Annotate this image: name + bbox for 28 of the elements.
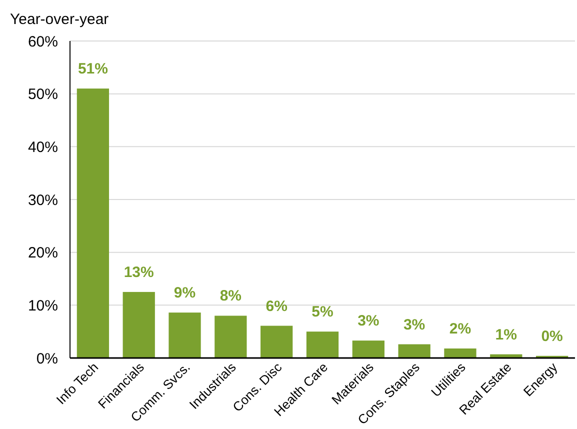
y-tick-label: 10% xyxy=(28,297,58,314)
bar xyxy=(260,326,293,358)
bar xyxy=(122,292,155,358)
data-label: 6% xyxy=(266,298,288,315)
y-tick-label: 30% xyxy=(28,192,58,209)
data-label: 1% xyxy=(495,326,517,344)
y-axis-title: Year-over-year xyxy=(10,11,109,28)
bar xyxy=(214,316,247,358)
bar xyxy=(398,344,430,358)
bar xyxy=(352,340,384,358)
data-label: 3% xyxy=(358,312,380,330)
y-tick-label: 50% xyxy=(28,86,58,104)
bar xyxy=(306,332,339,358)
data-label: 8% xyxy=(220,288,242,305)
y-tick-label: 60% xyxy=(28,33,58,50)
data-label: 13% xyxy=(124,264,154,281)
y-tick-label: 0% xyxy=(36,350,58,368)
bar xyxy=(444,348,476,358)
data-label: 0% xyxy=(541,328,563,345)
bar xyxy=(168,312,201,358)
y-tick-label: 40% xyxy=(28,138,58,156)
data-label: 9% xyxy=(174,284,196,302)
y-tick-label: 20% xyxy=(28,244,58,262)
bar xyxy=(76,88,110,358)
data-label: 2% xyxy=(449,320,472,338)
data-label: 3% xyxy=(403,316,426,334)
data-label: 5% xyxy=(312,304,334,321)
data-label: 51% xyxy=(78,60,108,78)
